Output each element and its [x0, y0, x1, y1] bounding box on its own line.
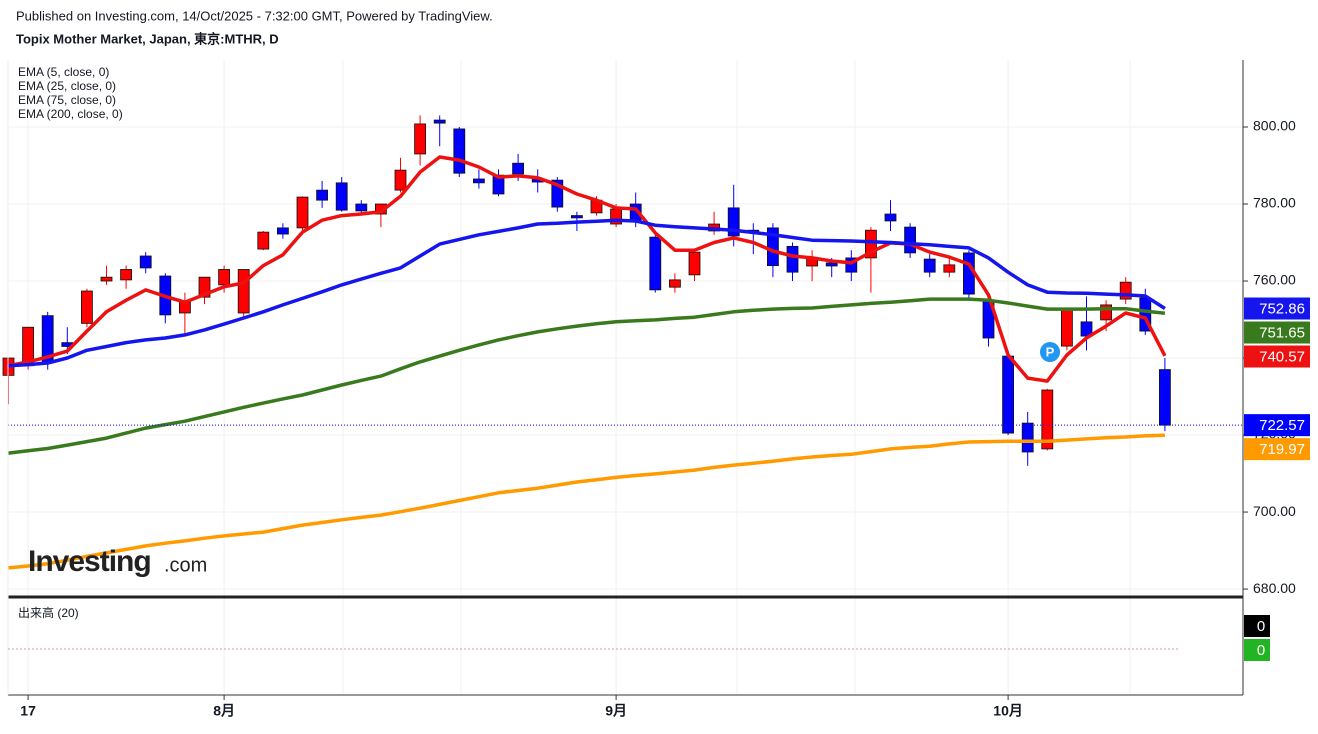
- published: Published on Investing.com, 14/Oct/2025 …: [16, 8, 493, 23]
- candle-body: [1061, 309, 1073, 347]
- y-tick-label: 680.00: [1253, 580, 1296, 596]
- price-label: 752.86: [1259, 300, 1305, 317]
- candle-body: [296, 196, 309, 229]
- candle-body: [414, 123, 427, 155]
- candle-body: [904, 226, 916, 254]
- candle-body: [865, 229, 877, 259]
- ema-line: [8, 433, 1165, 570]
- price-label-box: [1244, 321, 1310, 344]
- candle-body: [453, 128, 466, 174]
- candle-body: [727, 207, 740, 237]
- x-tick-label: 9月: [605, 703, 627, 719]
- candle-body: [198, 276, 211, 298]
- volume-label-box: [1244, 639, 1270, 661]
- candle-body: [943, 264, 956, 273]
- y-tick-label: 800.00: [1253, 118, 1296, 134]
- candle-body: [1041, 389, 1054, 450]
- candle-body: [571, 215, 583, 219]
- candle-body: [394, 169, 407, 191]
- price-label-box: [1244, 297, 1310, 320]
- candle-body: [1159, 369, 1171, 426]
- price-label: 740.57: [1259, 348, 1305, 365]
- volume-label: 0: [1257, 642, 1265, 659]
- candle-body: [257, 231, 270, 250]
- ema-line: [8, 297, 1166, 455]
- ema-line: [8, 155, 1167, 383]
- candle-body: [669, 279, 681, 288]
- candle-body: [100, 276, 113, 282]
- price-label: 722.57: [1259, 417, 1305, 434]
- candle-body: [81, 290, 93, 324]
- candle-body: [551, 179, 564, 208]
- candle-body: [786, 245, 799, 273]
- price-label-box: [1244, 438, 1310, 461]
- candle-body: [316, 189, 329, 201]
- legend-entry: EMA (25, close, 0): [18, 79, 116, 93]
- x-tick-label: 8月: [213, 703, 235, 719]
- price-label: 751.65: [1259, 324, 1305, 341]
- candle-body: [1021, 422, 1034, 453]
- candle-body: [237, 269, 250, 314]
- candle-body: [845, 257, 858, 273]
- price-label-box: [1244, 345, 1310, 368]
- watermark: Investing: [28, 545, 151, 578]
- candle-body: [218, 269, 231, 286]
- annotation-icon: [1040, 342, 1060, 362]
- candle-body: [1119, 281, 1132, 300]
- watermark-suffix: .com: [164, 554, 207, 576]
- candle-body: [923, 258, 936, 273]
- candle-body: [963, 252, 975, 295]
- candle-body: [355, 203, 368, 212]
- x-tick-label: 10月: [993, 703, 1023, 719]
- plot: [2, 60, 1243, 695]
- candle-body: [120, 269, 132, 281]
- volume-label-box: [1244, 615, 1270, 637]
- ema-line: [8, 218, 1166, 368]
- volume-label: 0: [1257, 618, 1265, 635]
- candle-body: [1100, 304, 1112, 321]
- annotation: P: [1046, 344, 1055, 359]
- candle-body: [1002, 355, 1014, 434]
- volume-title: 出来高 (20): [18, 605, 79, 620]
- candle-body: [884, 213, 897, 222]
- legend-entry: EMA (200, close, 0): [18, 107, 123, 121]
- price-label-box: [1244, 414, 1310, 437]
- y-tick-label: 760.00: [1253, 272, 1296, 288]
- chart-title: Topix Mother Market, Japan, 東京:MTHR, D: [16, 31, 279, 46]
- price-label: 719.97: [1259, 441, 1305, 458]
- legend-entry: EMA (75, close, 0): [18, 93, 116, 107]
- candle-body: [825, 262, 838, 267]
- candle-body: [433, 119, 446, 124]
- candle-body: [139, 255, 152, 269]
- candle-body: [335, 182, 348, 211]
- candle-body: [649, 236, 662, 291]
- candle-body: [688, 251, 701, 276]
- candle-body: [276, 227, 289, 235]
- legend-entry: EMA (5, close, 0): [18, 65, 109, 79]
- y-tick-label: 700.00: [1253, 503, 1296, 519]
- y-tick-label: 780.00: [1253, 195, 1296, 211]
- x-tick-label: 17: [20, 703, 36, 719]
- candle-body: [472, 178, 485, 184]
- candle-body: [512, 162, 524, 175]
